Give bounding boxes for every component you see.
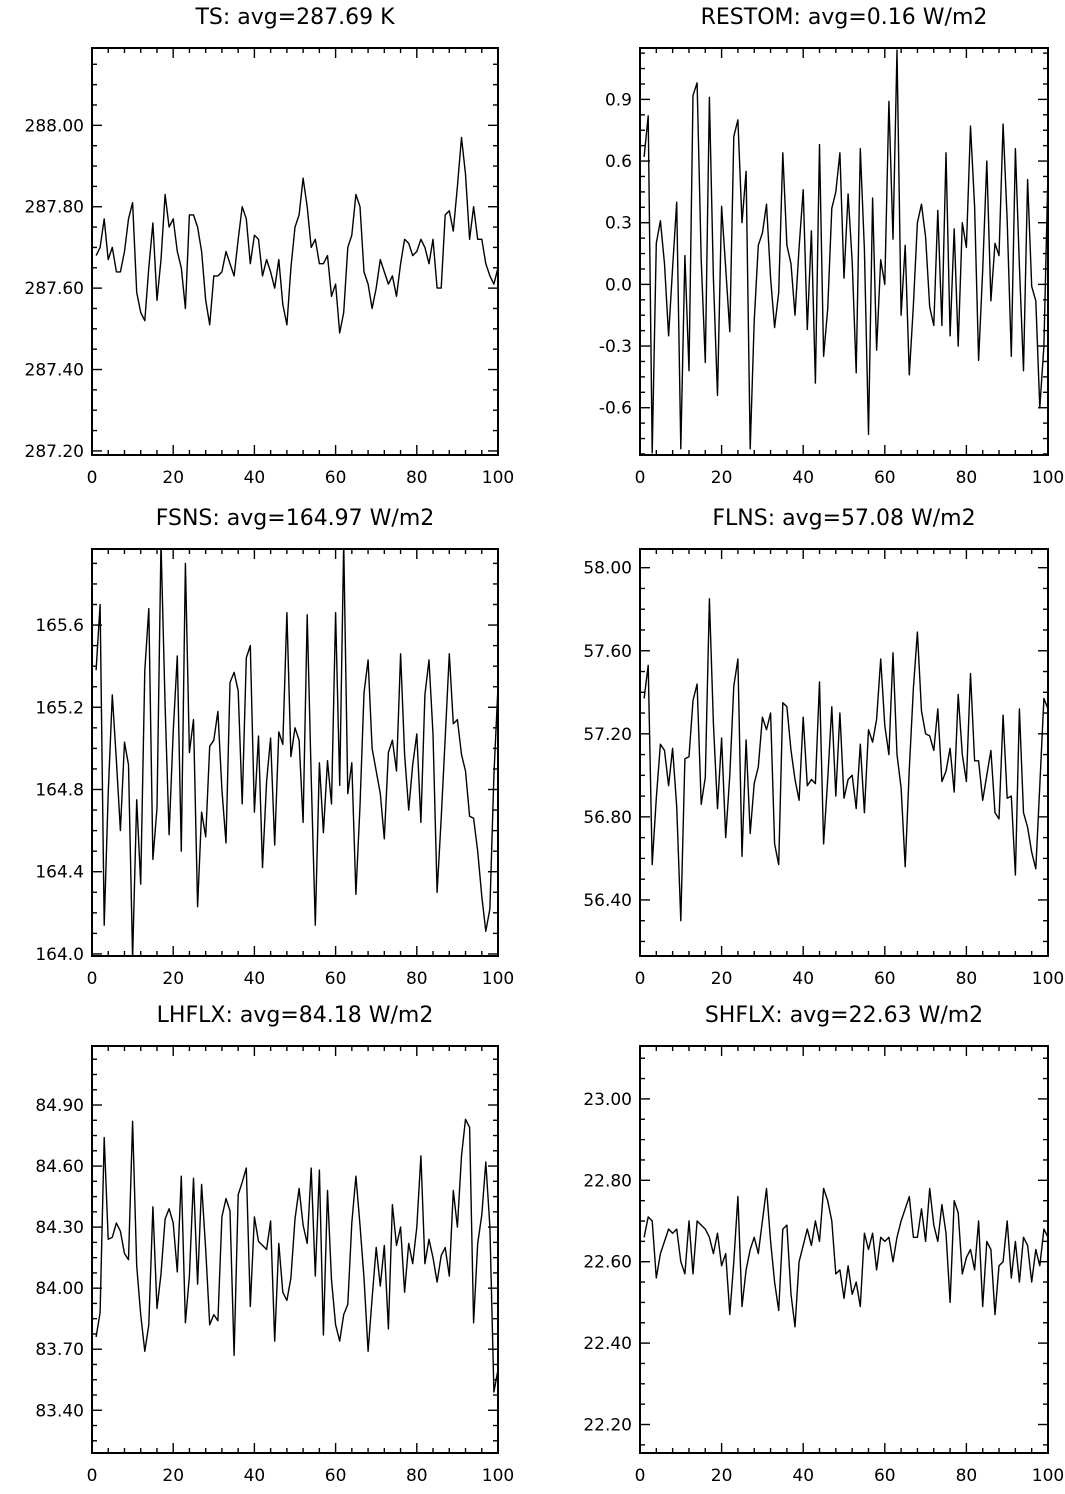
y-tick-label: -0.6 xyxy=(599,399,632,419)
y-tick-label: 22.60 xyxy=(583,1253,632,1273)
y-tick-label: 56.40 xyxy=(583,891,632,911)
x-tick-label: 20 xyxy=(162,969,184,989)
x-tick-label: 20 xyxy=(711,468,733,488)
x-tick-label: 60 xyxy=(874,468,896,488)
plot-frame xyxy=(91,548,499,957)
x-tick-label: 0 xyxy=(635,468,646,488)
y-tick-label: 0.3 xyxy=(605,214,632,234)
x-tick-label: 40 xyxy=(792,969,814,989)
plot-frame xyxy=(91,47,499,456)
x-tick-label: 80 xyxy=(406,1466,428,1486)
chart-title: FSNS: avg=164.97 W/m2 xyxy=(156,506,435,531)
x-tick-label: 60 xyxy=(874,969,896,989)
chart-panel-4: FLNS: avg=57.08 W/m2 0 20 40 60 80 100 56.40 56.… xyxy=(583,506,1064,989)
x-tick-label: 40 xyxy=(244,969,266,989)
plot-frame xyxy=(91,1045,499,1454)
y-tick-label: 0.0 xyxy=(605,275,632,295)
chart-title: FLNS: avg=57.08 W/m2 xyxy=(712,506,975,531)
x-tick-label: 40 xyxy=(244,468,266,488)
y-tick-label: 84.30 xyxy=(35,1218,84,1238)
x-tick-label: 40 xyxy=(792,468,814,488)
x-tick-label: 0 xyxy=(87,1466,98,1486)
y-tick-label: 84.90 xyxy=(35,1096,84,1116)
x-tick-label: 100 xyxy=(482,969,514,989)
series-line xyxy=(95,549,498,956)
chart-title: LHFLX: avg=84.18 W/m2 xyxy=(157,1003,434,1028)
chart-panel-5: LHFLX: avg=84.18 W/m2 0 20 40 60 80 100 83.40 83… xyxy=(35,1003,514,1486)
chart-title: RESTOM: avg=0.16 W/m2 xyxy=(701,5,988,30)
y-tick-label: 287.80 xyxy=(25,198,84,218)
y-tick-label: 0.9 xyxy=(605,90,632,110)
chart-title: TS: avg=287.69 K xyxy=(194,5,395,30)
x-tick-label: 40 xyxy=(792,1466,814,1486)
y-tick-label: 164.4 xyxy=(35,863,84,883)
y-tick-label: 83.40 xyxy=(35,1401,84,1421)
x-tick-label: 100 xyxy=(482,468,514,488)
x-tick-label: 0 xyxy=(635,969,646,989)
series-line xyxy=(643,1187,1048,1328)
y-tick-label: 83.70 xyxy=(35,1340,84,1360)
x-tick-label: 80 xyxy=(956,468,978,488)
series-line xyxy=(643,598,1048,922)
x-tick-label: 20 xyxy=(162,1466,184,1486)
y-tick-label: 164.8 xyxy=(35,781,84,801)
x-tick-label: 80 xyxy=(956,1466,978,1486)
y-tick-label: 22.80 xyxy=(583,1171,632,1191)
y-tick-label: 287.20 xyxy=(25,442,84,462)
chart-panel-1: TS: avg=287.69 K 0 20 40 60 80 100 287.20 287.40… xyxy=(25,5,515,488)
y-tick-label: 22.40 xyxy=(583,1334,632,1354)
x-tick-label: 60 xyxy=(874,1466,896,1486)
y-tick-label: 58.00 xyxy=(583,559,632,579)
y-tick-label: 287.40 xyxy=(25,361,84,381)
series-line xyxy=(643,49,1048,454)
y-tick-label: 23.00 xyxy=(583,1090,632,1110)
plot-frame xyxy=(639,548,1049,957)
y-tick-label: 57.20 xyxy=(583,725,632,745)
x-tick-label: 0 xyxy=(87,468,98,488)
x-tick-label: 100 xyxy=(1032,969,1064,989)
chart-panel-3: FSNS: avg=164.97 W/m2 0 20 40 60 80 100 164.0 16… xyxy=(35,506,514,989)
y-tick-label: -0.3 xyxy=(599,337,632,357)
y-tick-label: 84.60 xyxy=(35,1157,84,1177)
y-tick-label: 164.0 xyxy=(35,945,84,965)
chart-title: SHFLX: avg=22.63 W/m2 xyxy=(705,1003,983,1028)
x-tick-label: 100 xyxy=(1032,468,1064,488)
y-tick-label: 0.6 xyxy=(605,152,632,172)
x-tick-label: 60 xyxy=(325,1466,347,1486)
x-tick-label: 100 xyxy=(1032,1466,1064,1486)
y-tick-label: 165.6 xyxy=(35,616,84,636)
plot-frame xyxy=(639,47,1049,456)
chart-panel-2: RESTOM: avg=0.16 W/m2 0 20 40 60 80 100 -0.6 -0.… xyxy=(599,5,1064,488)
x-tick-label: 20 xyxy=(711,1466,733,1486)
series-line xyxy=(95,136,498,334)
chart-panel-6: SHFLX: avg=22.63 W/m2 0 20 40 60 80 100 22.20 22… xyxy=(583,1003,1064,1486)
y-tick-label: 288.00 xyxy=(25,116,84,136)
x-tick-label: 0 xyxy=(635,1466,646,1486)
x-tick-label: 80 xyxy=(956,969,978,989)
x-tick-label: 60 xyxy=(325,468,347,488)
x-tick-label: 80 xyxy=(406,468,428,488)
x-tick-label: 40 xyxy=(244,1466,266,1486)
series-line xyxy=(95,1118,498,1393)
x-tick-label: 100 xyxy=(482,1466,514,1486)
x-tick-label: 0 xyxy=(87,969,98,989)
x-tick-label: 80 xyxy=(406,969,428,989)
y-tick-label: 22.20 xyxy=(583,1416,632,1436)
y-tick-label: 56.80 xyxy=(583,808,632,828)
x-tick-label: 20 xyxy=(162,468,184,488)
y-tick-label: 57.60 xyxy=(583,642,632,662)
y-tick-label: 84.00 xyxy=(35,1279,84,1299)
y-tick-label: 165.2 xyxy=(35,698,84,718)
y-tick-label: 287.60 xyxy=(25,279,84,299)
x-tick-label: 60 xyxy=(325,969,347,989)
plot-frame xyxy=(639,1045,1049,1454)
x-tick-label: 20 xyxy=(711,969,733,989)
